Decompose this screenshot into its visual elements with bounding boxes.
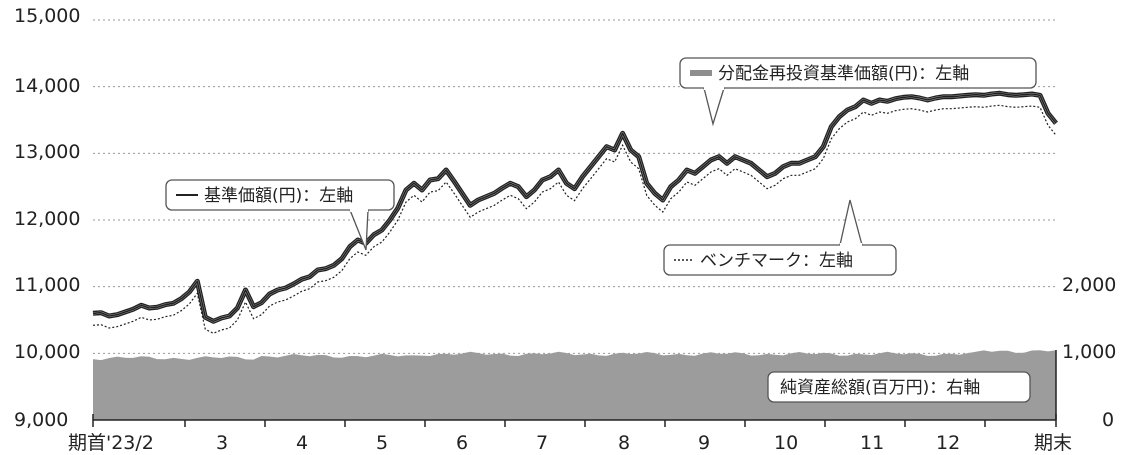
y-left-tick-label: 11,000 [14, 274, 80, 296]
callout-benchmark: ベンチマーク：左軸 [663, 199, 897, 276]
x-tick-label: 6 [456, 432, 468, 454]
callout-assets: 純資産総額(百万円)：右軸 [767, 371, 1031, 403]
x-tick-label: 10 [774, 432, 798, 454]
x-tick-label: 9 [698, 432, 710, 454]
callout-nav: 基準価額(円)：左軸 [165, 179, 395, 251]
callout-benchmark-text: ベンチマーク：左軸 [700, 251, 853, 271]
x-tick-label: 12 [936, 432, 960, 454]
x-tick-label: 3 [216, 432, 228, 454]
y-right-tick-label: 2,000 [1062, 274, 1116, 296]
nav-line [92, 92, 1057, 323]
x-tick-label: 期末 [1034, 432, 1072, 454]
callout-reinvested-text: 分配金再投資基準価額(円)：左軸 [718, 64, 969, 84]
y-left-tick-label: 9,000 [14, 409, 68, 431]
y-left-tick-label: 10,000 [14, 341, 80, 363]
y-right-tick-label: 1,000 [1062, 341, 1116, 363]
x-tick-label: 期首'23/2 [68, 432, 154, 454]
callout-reinvested: 分配金再投資基準価額(円)：左軸 [679, 57, 1037, 127]
x-tick-label: 4 [296, 432, 308, 454]
x-tick-label: 8 [618, 432, 630, 454]
grid-lines [93, 19, 1056, 354]
x-tick-label: 11 [860, 432, 884, 454]
callout-nav-text: 基準価額(円)：左軸 [204, 186, 353, 206]
y-left-tick-label: 13,000 [14, 141, 80, 163]
benchmark-line [92, 104, 1057, 334]
callout-assets-text: 純資産総額(百万円)：右軸 [780, 378, 980, 398]
x-tick-label: 5 [376, 432, 388, 454]
y-left-tick-label: 14,000 [14, 75, 80, 97]
y-right-tick-label: 0 [1102, 409, 1114, 431]
y-left-tick-label: 15,000 [14, 5, 80, 27]
axes [92, 350, 1057, 427]
series-lines [92, 90, 1058, 334]
x-tick-label: 7 [536, 432, 548, 454]
x-tick-labels: 期首'23/2 3 4 5 6 7 8 9 10 11 12 期末 [68, 432, 1072, 454]
y-left-tick-label: 12,000 [14, 208, 80, 230]
